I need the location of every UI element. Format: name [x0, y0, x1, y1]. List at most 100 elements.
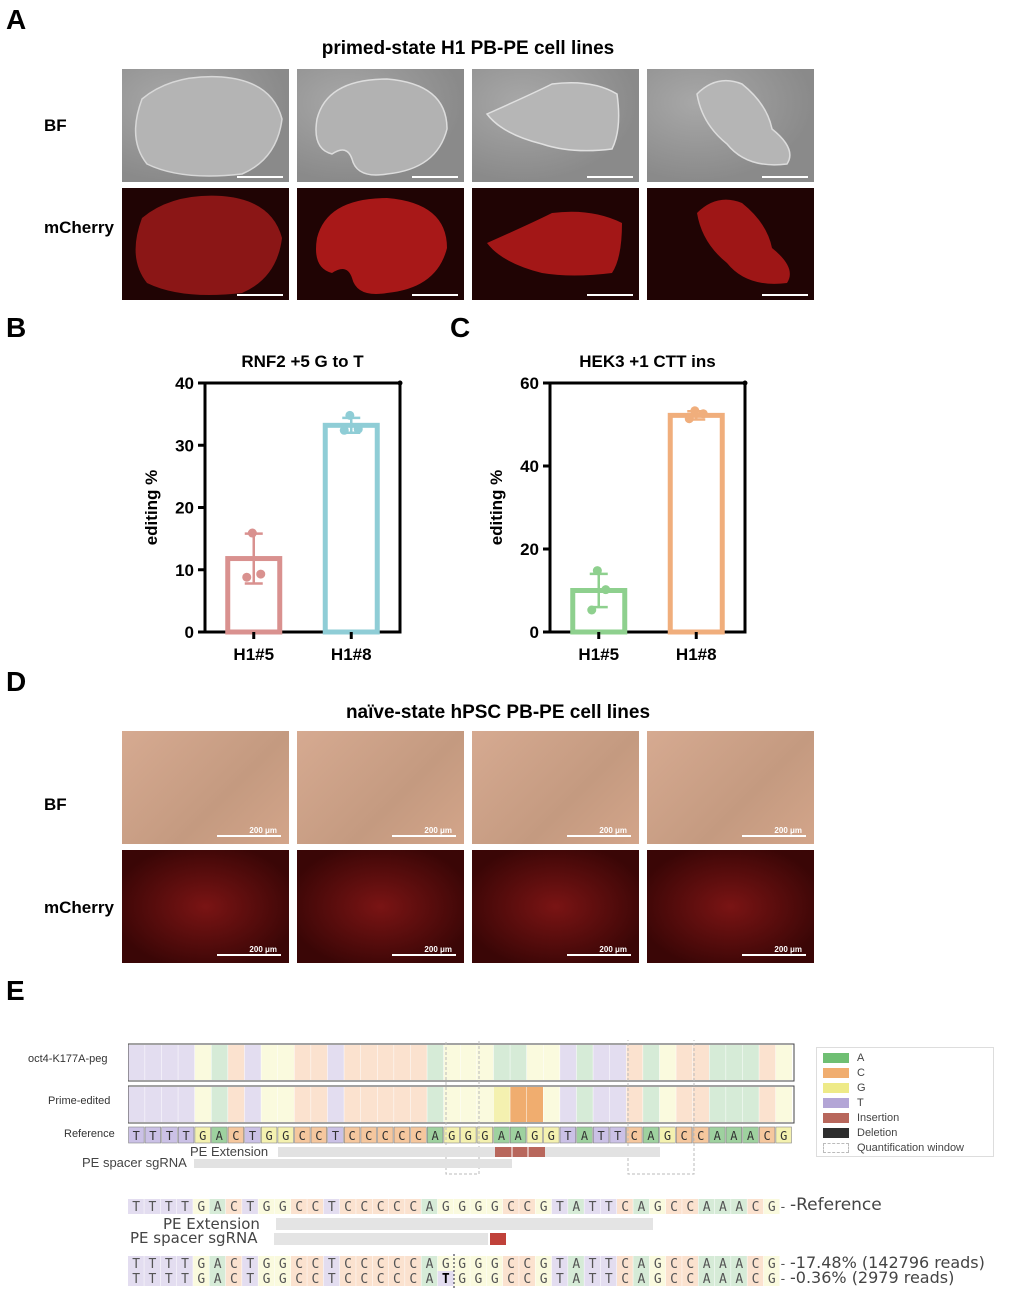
e-allele-2-cell	[470, 1271, 487, 1286]
panel-a-row-mcherry: mCherry	[44, 218, 114, 237]
e-allele-1-base: C	[670, 1257, 678, 1272]
e-top-peg-cell	[759, 1045, 776, 1080]
e-top-peg-cell	[211, 1045, 228, 1080]
e-allele-2-cell	[747, 1271, 764, 1286]
e-top-peg-cell	[344, 1045, 361, 1080]
e-top-ref-base: A	[714, 1129, 722, 1143]
e-bottom-ref-base: C	[344, 1200, 352, 1215]
e-allele-2-base: C	[507, 1272, 515, 1287]
e-top-ref-cell	[211, 1126, 228, 1144]
e-bottom-ref-base: G	[263, 1200, 271, 1215]
chart-c-ytick-label: 40	[520, 457, 539, 476]
e-legend-item: Quantification window	[823, 1142, 964, 1155]
e-allele-1-base: A	[426, 1257, 434, 1272]
panel-label-d: D	[6, 666, 27, 697]
scale-bar-label: 200 μm	[774, 826, 802, 835]
chart-c-point	[587, 605, 597, 615]
chart-b-point	[242, 572, 252, 582]
e-top-ref-cell	[559, 1126, 577, 1144]
e-bottom-ref-cell	[519, 1199, 535, 1214]
e-allele-1-base: C	[230, 1257, 238, 1272]
e-allele-2-base: T	[165, 1272, 173, 1287]
e-top-peg-cell	[377, 1045, 394, 1080]
e-top-ref-cell	[692, 1126, 709, 1144]
e-top-ref-base: A	[581, 1129, 589, 1143]
e-top-ref-base: C	[415, 1129, 422, 1143]
e-legend-swatch	[823, 1128, 849, 1139]
e-top-peg-cell	[410, 1045, 427, 1080]
e-top-pe-extension-bar	[278, 1147, 660, 1157]
e-allele-2-base: T	[442, 1272, 450, 1287]
e-legend-label: G	[857, 1082, 866, 1094]
e-allele-1-cell	[535, 1256, 552, 1271]
e-allele-1-dash: -	[779, 1257, 787, 1272]
e-bottom-ref-base: A	[214, 1200, 222, 1215]
e-top-peg-cell	[128, 1045, 145, 1080]
e-top-ref-cell	[659, 1126, 676, 1144]
e-bottom-ref-cell	[454, 1199, 470, 1214]
e-top-ref-base: C	[763, 1129, 770, 1143]
e-allele-2-base: A	[572, 1272, 580, 1287]
e-allele-2-base: C	[295, 1272, 303, 1287]
panel-a-row-bf: BF	[44, 116, 67, 135]
e-bottom-ref-base: C	[393, 1200, 401, 1215]
e-top-ref-cell	[360, 1126, 377, 1144]
e-row-label-peg: oct4-K177A-peg	[28, 1053, 108, 1065]
e-bottom-ref-cell	[274, 1199, 291, 1214]
e-bottom-ref-base: T	[132, 1200, 140, 1215]
e-allele-2-cell	[600, 1271, 617, 1286]
e-legend-label: A	[857, 1052, 865, 1064]
e-bottom-pe-spacer-label: PE spacer sgRNA	[130, 1229, 258, 1247]
e-allele-2-base: T	[589, 1272, 597, 1287]
e-legend-swatch	[823, 1053, 849, 1064]
e-top-ref-base: A	[431, 1129, 439, 1143]
chart-c-corner-dot	[742, 380, 748, 386]
e-allele-1-base: T	[149, 1257, 157, 1272]
e-top-ref-base: C	[299, 1129, 306, 1143]
e-top-prime-cell	[477, 1087, 494, 1122]
e-top-ref-cell	[725, 1126, 742, 1144]
e-legend-label: Deletion	[857, 1127, 898, 1139]
e-bottom-ref-cell	[225, 1199, 242, 1214]
e-allele-2-base: T	[246, 1272, 254, 1287]
e-bottom-ref-base: C	[621, 1200, 629, 1215]
e-top-ref-cell	[493, 1126, 510, 1144]
e-top-prime-cell	[128, 1087, 145, 1122]
e-allele-2-base: C	[377, 1272, 385, 1287]
panel-d-bf-image-3: 200 μm	[472, 731, 639, 844]
e-top-peg-cell	[493, 1045, 510, 1080]
e-bottom-ref-cell	[665, 1199, 682, 1214]
e-top-peg-cell	[626, 1045, 643, 1080]
e-bottom-ref-base: G	[540, 1200, 548, 1215]
e-bottom-ref-cell	[502, 1199, 519, 1214]
e-legend-item: G	[823, 1082, 866, 1095]
e-top-peg-cell	[526, 1045, 543, 1080]
e-top-ref-cell	[642, 1126, 659, 1144]
e-top-peg-cell	[244, 1045, 261, 1080]
e-top-peg-cell	[742, 1045, 759, 1080]
e-top-ref-base: C	[631, 1129, 638, 1143]
e-bottom-insertion-mark	[490, 1233, 506, 1245]
e-top-ref-cell	[310, 1126, 328, 1144]
e-bottom-pe-extension-label: PE Extension	[163, 1215, 260, 1233]
e-allele-2-dash: -	[779, 1272, 787, 1287]
e-top-peg-cell	[394, 1045, 411, 1080]
e-legend-swatch	[823, 1083, 849, 1094]
e-allele-1-base: G	[442, 1257, 450, 1272]
e-top-ref-cell	[344, 1126, 361, 1144]
e-allele-1-base: C	[686, 1257, 694, 1272]
e-bottom-ref-base: A	[719, 1200, 727, 1215]
e-bottom-ref-base: C	[312, 1200, 320, 1215]
e-bottom-ref-cell	[258, 1199, 275, 1214]
e-bottom-ref-cell	[307, 1199, 324, 1214]
e-allele-1-cell	[160, 1256, 177, 1271]
e-bottom-ref-cell	[128, 1199, 144, 1214]
e-bottom-ref-cell	[617, 1199, 633, 1214]
e-allele-2-cell	[649, 1271, 666, 1286]
scale-bar-label: 200 μm	[424, 826, 452, 835]
e-bottom-ref-base: T	[328, 1200, 336, 1215]
chart-b-point	[256, 569, 266, 579]
e-top-peg-cell	[726, 1045, 743, 1080]
e-allele-1-cell	[698, 1256, 715, 1271]
